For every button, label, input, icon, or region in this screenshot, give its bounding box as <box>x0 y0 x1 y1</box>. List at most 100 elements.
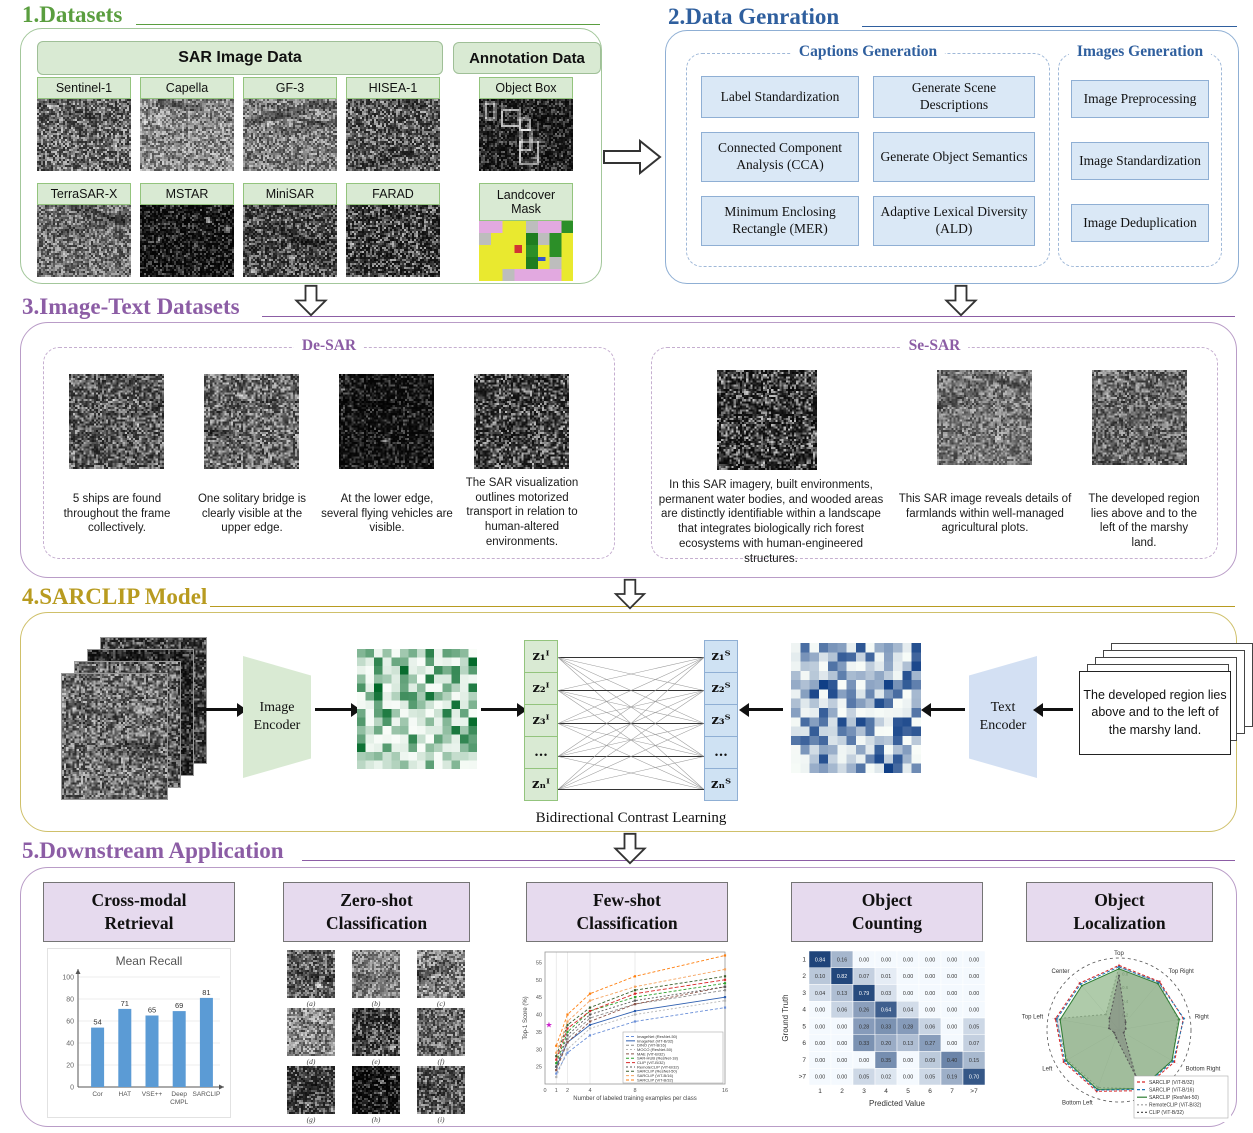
dataset-tile-label: Capella <box>140 77 234 100</box>
images-generation-group: Images Generation Image Preprocessing Im… <box>1058 43 1222 267</box>
svg-text:80: 80 <box>66 997 74 1004</box>
zero-shot-item: (h) <box>348 1066 404 1124</box>
annotation-tile-label: Object Box <box>479 77 573 100</box>
svg-text:0.00: 0.00 <box>903 991 913 997</box>
sesar-caption-2: This SAR image reveals details of farmla… <box>898 493 1072 535</box>
svg-text:Bottom Left: Bottom Left <box>1062 1100 1093 1106</box>
text-encoder-block: Text Encoder <box>969 656 1037 778</box>
svg-text:0.70: 0.70 <box>969 1075 979 1081</box>
svg-text:SARCLIP (ViT-B/32): SARCLIP (ViT-B/32) <box>1149 1080 1194 1086</box>
image-encoder-block: Image Encoder <box>243 656 311 778</box>
svg-text:0.00: 0.00 <box>925 991 935 997</box>
mean-recall-bar-chart: Mean Recall 0 20 40 60 80 100 54 Cor 71 HAT 65 VSE++… <box>62 954 224 1106</box>
svg-text:0.84: 0.84 <box>815 957 825 963</box>
svg-text:2: 2 <box>566 1088 569 1094</box>
box-image-deduplication: Image Deduplication <box>1071 204 1209 242</box>
svg-text:0.00: 0.00 <box>925 1008 935 1014</box>
desar-caption-2: One solitary bridge is clearly visible a… <box>197 493 307 535</box>
flow-arrow-imagetext-to-model-icon <box>613 578 647 610</box>
svg-text:81: 81 <box>202 988 210 997</box>
zero-shot-image-label: (f) <box>437 1057 445 1066</box>
dataset-tile-label: HISEA-1 <box>346 77 440 100</box>
svg-text:2: 2 <box>802 973 806 980</box>
desar-image-2 <box>204 374 299 469</box>
zero-shot-item: (f) <box>413 1008 469 1066</box>
flow-arrow-model-to-downstream-icon <box>613 832 647 865</box>
svg-text:0.00: 0.00 <box>947 1024 957 1030</box>
svg-text:0.07: 0.07 <box>969 1041 979 1047</box>
svg-text:SARCLIP (ViT-B/32): SARCLIP (ViT-B/32) <box>637 1077 674 1082</box>
svg-text:SAR-HUB (ResNet-18): SAR-HUB (ResNet-18) <box>637 1056 679 1061</box>
arrow-encoder-to-text-embedding-icon <box>921 702 965 717</box>
annotation-tile-object-box: Object Box <box>479 77 573 172</box>
section-datasets-box: SAR Image Data Annotation Data Sentinel-… <box>20 28 602 284</box>
sar-image-data-header: SAR Image Data <box>37 41 443 75</box>
svg-text:5: 5 <box>906 1088 910 1095</box>
svg-text:Left: Left <box>1042 1067 1052 1073</box>
svg-text:Mean Recall: Mean Recall <box>116 954 183 968</box>
svg-text:Deep: Deep <box>171 1091 187 1098</box>
sesar-caption-1: In this SAR imagery, built environments,… <box>658 479 884 565</box>
svg-text:HAT: HAT <box>119 1091 132 1098</box>
captions-generation-group: Captions Generation Label Standardizatio… <box>686 43 1050 267</box>
dataset-tile-label: MSTAR <box>140 183 234 206</box>
svg-text:0.00: 0.00 <box>815 1041 825 1047</box>
image-token-z1: z₁ᴵ <box>524 640 558 673</box>
dataset-tile-label: MiniSAR <box>243 183 337 206</box>
images-generation-title: Images Generation <box>1068 43 1212 61</box>
svg-text:0.20: 0.20 <box>881 1041 891 1047</box>
svg-text:0.40: 0.40 <box>947 1058 957 1064</box>
zero-shot-image-label: (i) <box>437 1115 445 1124</box>
svg-text:100: 100 <box>62 975 74 982</box>
svg-text:0.00: 0.00 <box>815 1008 825 1014</box>
svg-text:40: 40 <box>536 1013 542 1019</box>
landcover-mask-image <box>479 221 573 281</box>
svg-text:40: 40 <box>66 1041 74 1048</box>
svg-text:0.33: 0.33 <box>859 1041 869 1047</box>
svg-text:MAE (ViT-B/32): MAE (ViT-B/32) <box>637 1051 665 1056</box>
text-token-z1: z₁ᵀ <box>704 640 738 673</box>
svg-text:0.00: 0.00 <box>969 991 979 997</box>
svg-text:SARCLIP (ViT-B/16): SARCLIP (ViT-B/16) <box>637 1073 674 1078</box>
panel-title-line: Few-shot <box>592 890 662 911</box>
zero-shot-image-label: (g) <box>306 1115 316 1124</box>
zero-shot-image <box>417 1008 465 1056</box>
captions-generation-title: Captions Generation <box>790 43 946 61</box>
zero-shot-item: (b) <box>348 950 404 1008</box>
svg-text:Cor: Cor <box>92 1091 103 1098</box>
svg-text:SARCLIP: SARCLIP <box>192 1091 220 1098</box>
flow-arrow-datasets-to-imagetext-icon <box>294 284 328 317</box>
arrow-images-to-encoder-icon <box>199 702 247 717</box>
svg-text:0.00: 0.00 <box>969 957 979 963</box>
gf-3-image <box>243 99 337 172</box>
mstar-image <box>140 205 234 278</box>
svg-text:3: 3 <box>862 1088 866 1095</box>
svg-text:SARCLIP (ResNet-50): SARCLIP (ResNet-50) <box>637 1069 678 1074</box>
panel-few-shot-header: Few-shot Classification <box>526 882 728 942</box>
svg-text:4: 4 <box>802 1007 806 1014</box>
svg-text:0.02: 0.02 <box>881 1075 891 1081</box>
svg-text:71: 71 <box>121 999 129 1008</box>
sesar-image-2 <box>937 370 1032 465</box>
svg-text:>7: >7 <box>799 1074 807 1081</box>
object-counting-matrix: 0.84 0.16 0.00 0.00 0.00 0.00 0.00 0.00 1 0.10 0.8… <box>781 950 986 1108</box>
svg-text:6: 6 <box>802 1040 806 1047</box>
svg-text:0.64: 0.64 <box>881 1008 891 1014</box>
dataset-tile-minisar: MiniSAR <box>243 183 337 278</box>
svg-text:Right: Right <box>1195 1015 1209 1021</box>
arrow-text-embedding-to-tokens-icon <box>739 702 783 717</box>
svg-text:30: 30 <box>536 1047 542 1053</box>
svg-text:0.09: 0.09 <box>925 1058 935 1064</box>
sar-image-stack <box>61 637 211 800</box>
svg-text:0.16: 0.16 <box>837 957 847 963</box>
panel-title-line: Counting <box>851 913 923 933</box>
svg-text:RemoteCLIP (ViT-B/32): RemoteCLIP (ViT-B/32) <box>637 1064 680 1069</box>
svg-text:0.00: 0.00 <box>837 1024 847 1030</box>
svg-text:0.00: 0.00 <box>903 974 913 980</box>
svg-text:0.00: 0.00 <box>815 1058 825 1064</box>
few-shot-line-chart: 0 1 2 4 8 16 25 30 35 40 45 50 55 ★ ImageNet (ResNet-5… <box>523 951 728 1102</box>
panel-cross-modal-retrieval-header: Cross-modal Retrieval <box>43 882 235 942</box>
svg-text:0.00: 0.00 <box>881 957 891 963</box>
svg-text:0.00: 0.00 <box>903 1075 913 1081</box>
svg-text:25: 25 <box>536 1065 542 1071</box>
